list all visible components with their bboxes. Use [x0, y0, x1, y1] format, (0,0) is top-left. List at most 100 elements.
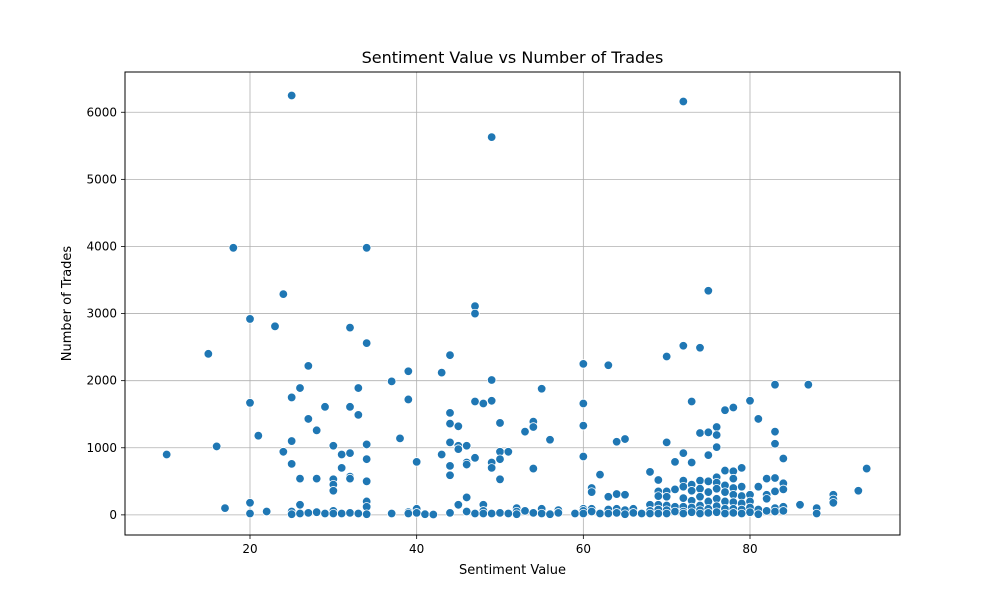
scatter-point: [470, 453, 480, 463]
scatter-point: [711, 507, 722, 517]
scatter-point: [711, 484, 722, 494]
scatter-point: [503, 508, 514, 519]
scatter-point: [311, 425, 322, 436]
y-tick-label: 6000: [86, 105, 117, 119]
scatter-point: [311, 507, 322, 517]
scatter-point: [386, 508, 397, 519]
scatter-point: [745, 396, 755, 406]
data-points: [161, 90, 872, 520]
scatter-point: [470, 396, 480, 407]
scatter-point: [678, 508, 689, 519]
chart-title: Sentiment Value vs Number of Trades: [362, 48, 664, 67]
scatter-point: [161, 449, 172, 460]
scatter-point: [578, 398, 589, 409]
scatter-point: [661, 508, 672, 519]
scatter-point: [295, 500, 305, 510]
scatter-point: [520, 426, 530, 437]
scatter-point: [245, 398, 255, 408]
scatter-point: [295, 383, 305, 393]
scatter-point: [828, 498, 839, 508]
scatter-point: [686, 486, 697, 496]
scatter-point: [495, 418, 505, 428]
scatter-point: [245, 314, 255, 324]
scatter-point: [795, 500, 805, 510]
scatter-point: [728, 508, 739, 518]
scatter-point: [761, 506, 772, 516]
scatter-point: [695, 343, 705, 353]
scatter-point: [695, 508, 705, 519]
scatter-point: [453, 500, 464, 510]
scatter-point: [770, 473, 780, 483]
scatter-point: [536, 384, 547, 394]
scatter-point: [661, 351, 672, 362]
scatter-point: [678, 481, 689, 492]
scatter-point: [586, 506, 597, 517]
y-tick-label: 3000: [86, 307, 117, 321]
scatter-point: [328, 486, 339, 496]
axis-ticks: 20 40 60 80 0 1000 2000 3000 4000 5000 6000: [86, 105, 757, 556]
scatter-point: [361, 509, 372, 519]
scatter-point: [361, 454, 372, 464]
scatter-point: [420, 509, 430, 519]
scatter-point: [403, 394, 414, 405]
scatter-point: [686, 396, 697, 407]
scatter-point: [328, 441, 339, 451]
scatter-point: [678, 341, 689, 351]
scatter-point: [678, 448, 689, 458]
scatter-point: [670, 506, 680, 517]
scatter-point: [345, 508, 355, 518]
grid-lines: [125, 72, 900, 535]
scatter-point: [778, 453, 789, 464]
scatter-point: [336, 449, 347, 460]
scatter-point: [453, 421, 464, 431]
scatter-point: [628, 508, 639, 518]
scatter-point: [761, 494, 772, 504]
scatter-point: [253, 430, 264, 441]
scatter-point: [486, 396, 497, 406]
scatter-point: [570, 508, 580, 519]
scatter-point: [703, 450, 714, 460]
scatter-point: [495, 474, 505, 485]
scatter-point: [686, 507, 697, 517]
scatter-point: [286, 459, 297, 469]
scatter-point: [345, 448, 355, 458]
scatter-point: [745, 507, 755, 517]
scatter-point: [286, 509, 297, 519]
scatter-point: [478, 508, 489, 519]
scatter-point: [736, 463, 747, 473]
scatter-point: [620, 509, 630, 519]
scatter-point: [703, 427, 714, 438]
scatter-point: [403, 508, 414, 519]
scatter-point: [278, 447, 289, 457]
scatter-point: [720, 487, 730, 497]
scatter-point: [703, 476, 714, 487]
scatter-point: [703, 487, 714, 497]
scatter-point: [803, 379, 814, 390]
scatter-point: [228, 243, 239, 253]
scatter-point: [736, 508, 747, 519]
scatter-point: [661, 492, 672, 502]
scatter-point: [770, 486, 780, 497]
scatter-point: [695, 475, 705, 486]
scatter-point: [620, 490, 630, 500]
scatter-point: [711, 442, 722, 452]
scatter-point: [303, 508, 314, 518]
plot-frame: [124, 71, 901, 536]
scatter-point: [361, 439, 372, 450]
scatter-point: [678, 493, 689, 503]
scatter-point: [345, 322, 355, 333]
scatter-point: [503, 447, 514, 457]
scatter-point: [470, 508, 480, 519]
scatter-point: [278, 289, 289, 299]
scatter-point: [595, 469, 605, 480]
scatter-point: [411, 457, 422, 467]
scatter-point: [403, 366, 414, 376]
scatter-point: [328, 508, 339, 519]
scatter-point: [720, 465, 730, 476]
scatter-point: [436, 449, 447, 460]
scatter-point: [270, 321, 280, 332]
scatter-point: [395, 433, 405, 444]
y-tick-label: 2000: [86, 374, 117, 388]
scatter-point: [286, 90, 297, 101]
scatter-point: [728, 402, 739, 413]
